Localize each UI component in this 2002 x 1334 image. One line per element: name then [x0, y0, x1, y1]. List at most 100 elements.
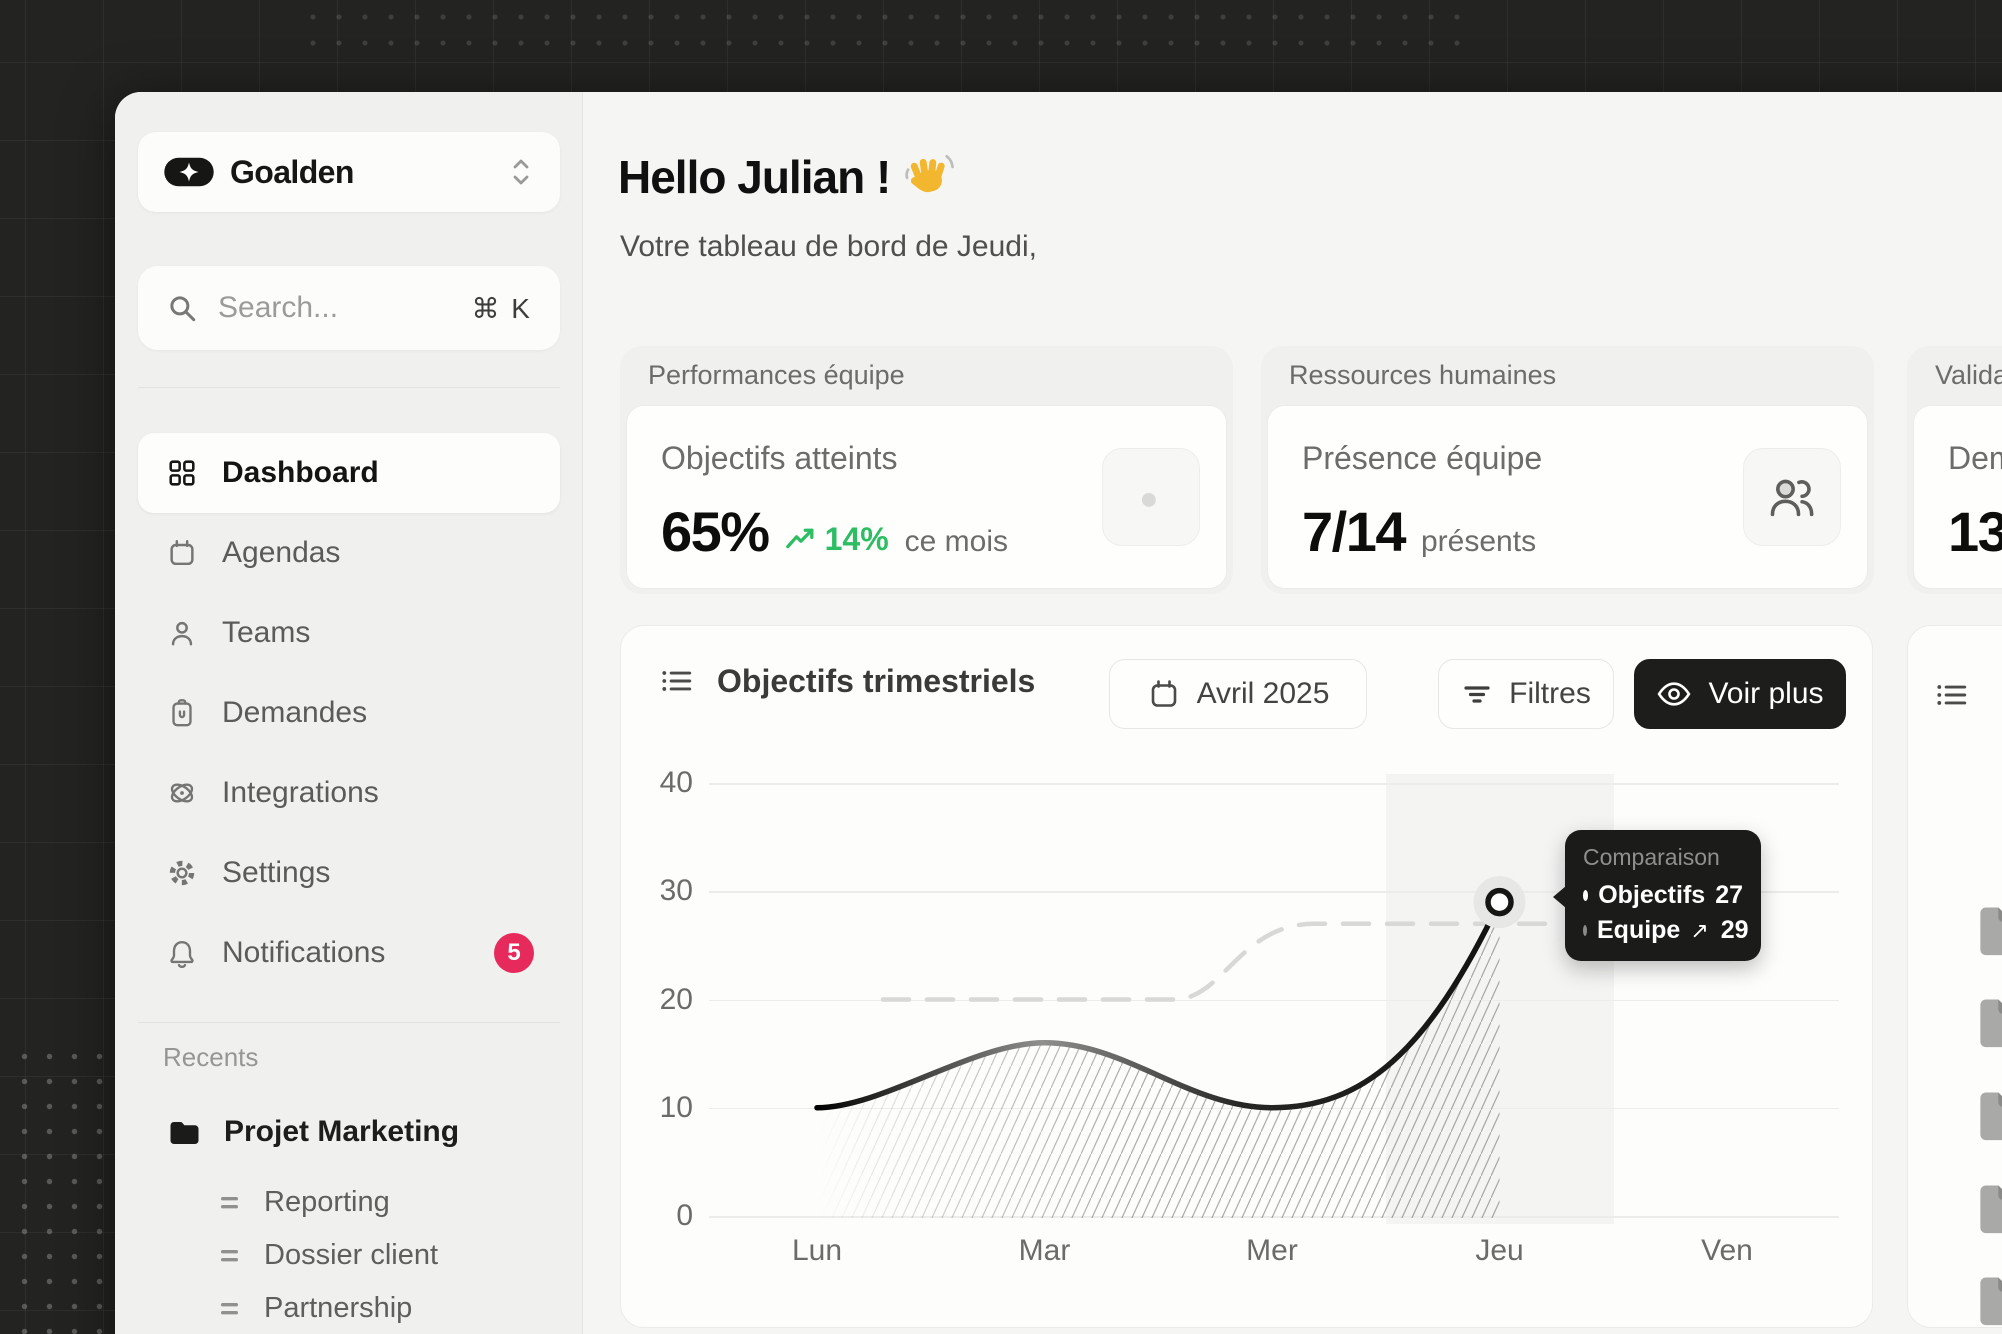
sidebar-item-label: Agendas [222, 536, 341, 569]
search-input[interactable]: Search... ⌘ K [138, 266, 560, 350]
stat-icon-tile [1743, 448, 1841, 546]
sidebar-divider [138, 387, 560, 388]
tooltip-row: Objectifs 27 [1583, 881, 1743, 910]
x-axis-tick-label: Mar [1018, 1234, 1071, 1267]
search-placeholder: Search... [218, 291, 339, 324]
y-axis-tick-label: 10 [659, 1090, 693, 1124]
sidebar-item-agendas[interactable]: Agendas [138, 513, 560, 593]
sidebar-item-label: Dashboard [222, 456, 379, 489]
stat-card-performances: Performances équipe Objectifs atteints 6… [620, 346, 1233, 594]
sidebar: Goalden Search... ⌘ K [115, 92, 583, 1334]
users-icon [1766, 471, 1818, 523]
chart-canvas [814, 876, 1560, 1218]
document-list-item[interactable] [1970, 997, 2002, 1049]
sidebar-item-notifications[interactable]: Notifications 5 [138, 913, 560, 993]
y-axis-tick-label: 20 [659, 982, 693, 1016]
stat-card-body: Dem 13 [1913, 405, 2002, 589]
folder-icon [166, 1116, 202, 1148]
recent-subitem-dossier-client[interactable]: Dossier client [138, 1229, 560, 1282]
sidebar-item-teams[interactable]: Teams [138, 593, 560, 673]
y-axis-tick-label: 30 [659, 874, 693, 908]
page-subtitle: Votre tableau de bord de Jeudi, [620, 230, 1037, 263]
user-icon [166, 617, 198, 649]
x-axis-tick-label: Jeu [1475, 1234, 1524, 1267]
recent-subitem-partnership[interactable]: Partnership [138, 1282, 560, 1334]
stat-card-header: Valida [1935, 360, 2002, 390]
recent-project-label: Projet Marketing [224, 1115, 460, 1148]
sidebar-item-label: Notifications [222, 936, 386, 969]
document-list-item[interactable] [1970, 905, 2002, 957]
y-axis-tick-label: 0 [676, 1199, 693, 1232]
date-picker-button[interactable]: Avril 2025 [1109, 659, 1367, 729]
recent-subitem-reporting[interactable]: Reporting [138, 1176, 560, 1229]
gridline [709, 783, 1839, 785]
tooltip-row: Equipe ↗ 29 [1583, 916, 1749, 945]
sidebar-item-label: Demandes [222, 696, 368, 729]
recent-project-item[interactable]: Projet Marketing [138, 1098, 560, 1166]
trend-up-icon: ↗ [1690, 917, 1709, 943]
bell-icon [166, 937, 198, 969]
sidebar-item-label: Settings [222, 856, 331, 889]
document-list-item[interactable] [1970, 1275, 2002, 1327]
target-icon [1125, 471, 1177, 523]
sidebar-item-dashboard[interactable]: Dashboard [138, 433, 560, 513]
equipe-area-hatch [817, 902, 1500, 1218]
gear-icon [166, 857, 198, 889]
calendar-icon [1147, 677, 1181, 711]
lines-icon [218, 1192, 244, 1214]
page-title: Hello Julian ! [618, 150, 956, 204]
chevron-updown-icon[interactable] [506, 156, 536, 188]
sidebar-item-settings[interactable]: Settings [138, 833, 560, 913]
data-point-marker[interactable] [1485, 887, 1514, 917]
stat-icon-tile [1102, 448, 1200, 546]
wave-hand-icon [904, 153, 956, 201]
stat-card-header: Performances équipe [648, 360, 905, 390]
chart-header: Objectifs trimestriels Avril 2025 Filtre… [621, 626, 1872, 736]
see-more-button[interactable]: Voir plus [1634, 659, 1846, 729]
sidebar-item-demandes[interactable]: Demandes [138, 673, 560, 753]
stat-note: ce mois [904, 525, 1008, 558]
stat-value: 13 [1948, 500, 2002, 563]
stat-card-validations: Valida Dem 13 [1907, 346, 2002, 594]
chart-tooltip: Comparaison Objectifs 27 Equipe ↗ 29 [1553, 830, 1761, 961]
goalden-logo-icon [162, 153, 216, 191]
x-axis-tick-label: Mer [1246, 1234, 1298, 1267]
app-window: Goalden Search... ⌘ K [115, 92, 2002, 1334]
backdrop-dot-pattern-top [300, 4, 1460, 66]
tooltip-title: Comparaison [1583, 844, 1720, 870]
atom-icon [166, 777, 198, 809]
stat-label: Objectifs atteints [661, 440, 898, 476]
calendar-icon [166, 537, 198, 569]
stat-card-header: Ressources humaines [1289, 360, 1557, 390]
stat-card-body: Présence équipe 7/14 présents [1267, 405, 1868, 589]
backdrop-dot-pattern-bottom [12, 1044, 114, 1334]
sidebar-divider [138, 1022, 560, 1023]
filters-button[interactable]: Filtres [1438, 659, 1614, 729]
notifications-badge: 5 [494, 933, 534, 973]
clipboard-icon [166, 697, 198, 729]
workspace-switcher[interactable]: Goalden [138, 132, 560, 212]
list-icon [659, 664, 695, 698]
app-title: Goalden [230, 153, 354, 190]
gridline [709, 891, 1839, 893]
trend-zigzag-icon [785, 527, 819, 551]
search-shortcut: ⌘ K [471, 292, 532, 324]
gridline [709, 999, 1839, 1001]
objectifs-dashed-line [880, 921, 1560, 1002]
sidebar-item-integrations[interactable]: Integrations [138, 753, 560, 833]
stat-trend: 14% [785, 521, 889, 558]
list-icon [1934, 678, 1970, 712]
document-list-item[interactable] [1970, 1090, 2002, 1142]
stat-card-body: Objectifs atteints 65% 14% ce mois [626, 405, 1227, 589]
y-axis-tick-label: 40 [659, 766, 693, 799]
equipe-solid-line [814, 899, 1503, 1111]
sidebar-item-label: Integrations [222, 776, 379, 809]
x-axis-tick-label: Ven [1701, 1234, 1753, 1267]
recents-heading: Recents [163, 1042, 259, 1072]
chart-title: Objectifs trimestriels [659, 663, 1035, 700]
sidebar-nav: Dashboard Agendas Teams [138, 433, 560, 993]
eye-icon [1656, 680, 1692, 708]
document-list-item[interactable] [1970, 1183, 2002, 1235]
hollow-dot-icon [1583, 925, 1587, 936]
filled-dot-icon [1583, 890, 1589, 901]
